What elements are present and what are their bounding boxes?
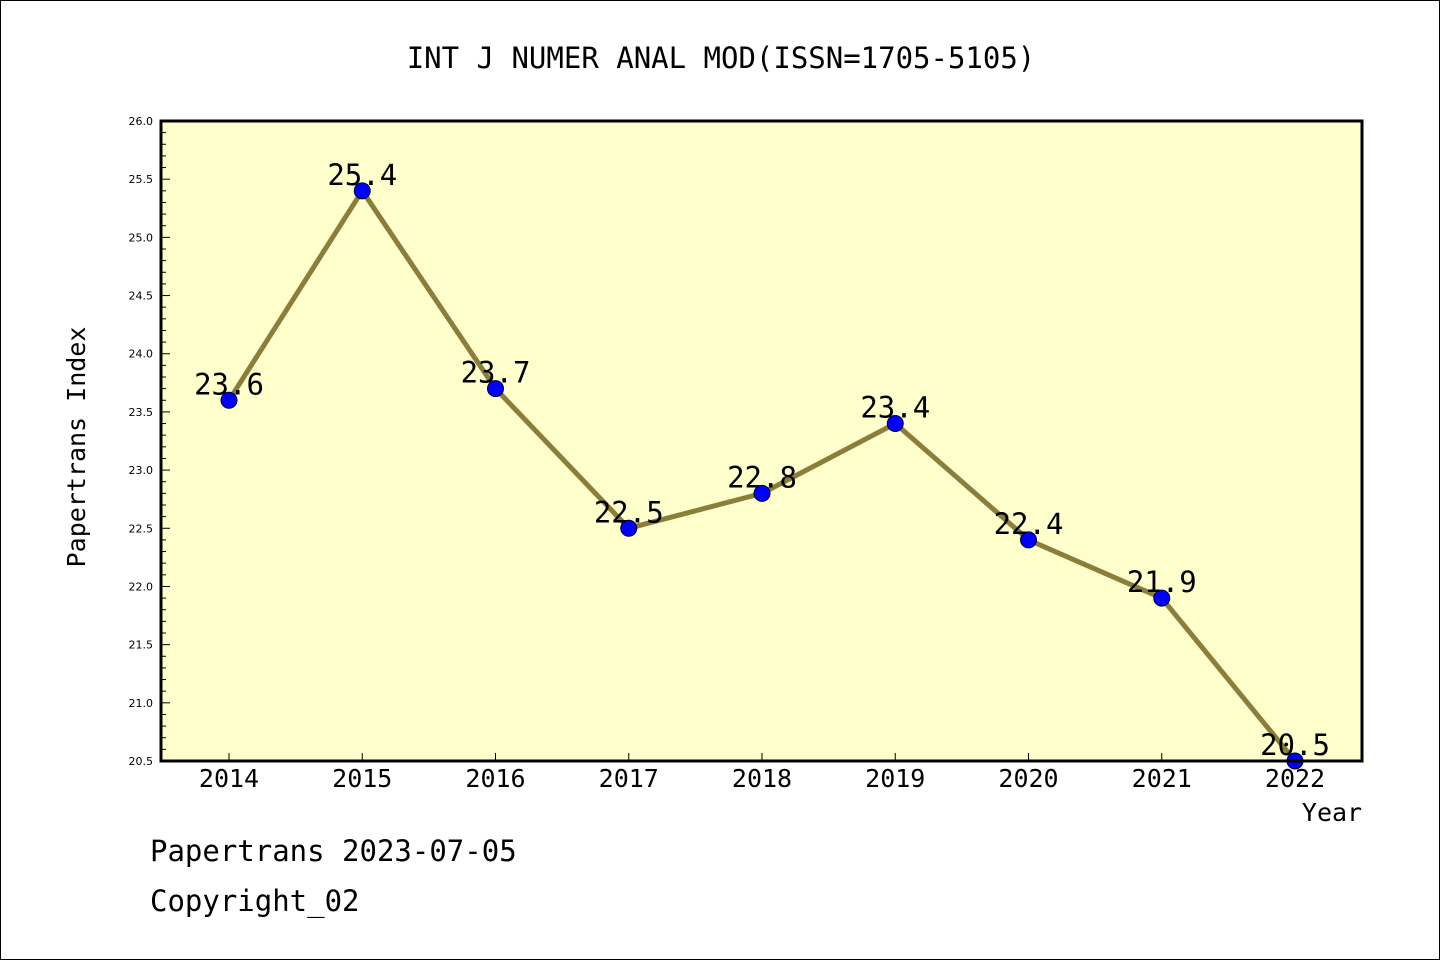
data-label: 23.6 — [194, 367, 264, 401]
data-point — [1020, 531, 1037, 549]
x-tick-label: 2014 — [199, 764, 259, 793]
y-axis-ticks: 20.5 21.0 21.5 22.0 22.5 23.0 23.5 24.0 24.5 25.0… — [129, 115, 170, 768]
x-tick-label: 2015 — [332, 764, 392, 793]
data-label: 22.5 — [594, 495, 664, 529]
x-tick-label: 2017 — [599, 764, 659, 793]
plot-area — [161, 121, 1362, 761]
y-tick-label: 21.0 — [129, 697, 154, 710]
data-label: 22.8 — [727, 460, 797, 494]
plot-border — [159, 119, 1364, 763]
y-tick-label: 26.0 — [129, 115, 154, 128]
data-labels: 23.6 25.4 23.7 22.5 22.8 23.4 22.4 21.9 20.5 — [194, 158, 1330, 762]
y-tick-label: 25.5 — [129, 173, 154, 186]
data-point — [220, 391, 238, 409]
y-axis-label: Papertrans Index — [62, 327, 91, 568]
footer-copyright: Copyright_02 — [150, 884, 360, 918]
data-point — [886, 415, 904, 433]
y-tick-label: 23.5 — [129, 406, 154, 419]
y-tick-label: 22.0 — [129, 580, 154, 593]
data-point — [487, 380, 504, 398]
data-points — [220, 182, 1304, 770]
x-tick-label: 2018 — [732, 764, 792, 793]
x-tick-label: 2016 — [465, 764, 525, 793]
data-label: 22.4 — [994, 507, 1064, 541]
x-tick-label: 2020 — [998, 764, 1058, 793]
y-tick-label: 22.5 — [129, 522, 154, 535]
footer-date: Papertrans 2023-07-05 — [150, 834, 517, 868]
y-tick-label: 20.5 — [129, 755, 154, 768]
x-tick-label: 2021 — [1132, 764, 1192, 793]
data-label: 21.9 — [1127, 565, 1197, 599]
x-axis-ticks: 2014 2015 2016 2017 2018 2019 2020 2021 2022 — [199, 753, 1325, 793]
data-point — [353, 182, 371, 200]
y-tick-label: 25.0 — [129, 231, 154, 244]
data-point — [1153, 589, 1171, 607]
data-point — [620, 519, 638, 537]
x-axis-label: Year — [1302, 798, 1362, 827]
data-label: 20.5 — [1260, 728, 1330, 762]
y-tick-label: 24.5 — [129, 290, 154, 303]
y-tick-label: 24.0 — [129, 348, 154, 361]
chart-title: INT J NUMER ANAL MOD(ISSN=1705-5105) — [407, 41, 1036, 75]
x-tick-label: 2019 — [865, 764, 925, 793]
y-tick-label: 21.5 — [129, 639, 154, 652]
data-point — [753, 484, 771, 502]
data-label: 23.4 — [860, 391, 930, 425]
data-label: 23.7 — [461, 356, 531, 390]
y-tick-label: 23.0 — [129, 464, 154, 477]
data-label: 25.4 — [327, 158, 397, 192]
